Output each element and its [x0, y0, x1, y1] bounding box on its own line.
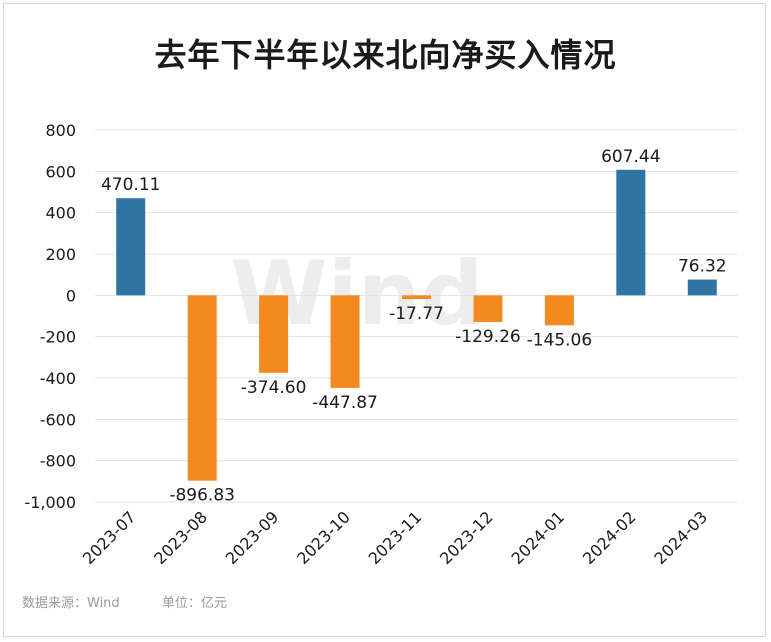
- x-tick-label: 2024-03: [650, 507, 711, 568]
- y-tick-label: -1,000: [24, 493, 76, 512]
- bar: [687, 279, 717, 296]
- data-label: -17.77: [389, 304, 444, 324]
- bar: [116, 198, 146, 296]
- bar: [544, 295, 574, 326]
- data-label: 76.32: [678, 257, 727, 277]
- x-tick-label: 2023-09: [222, 507, 283, 568]
- bar: [402, 295, 431, 300]
- bar: [187, 295, 217, 481]
- footer: 数据来源：Wind 单位：亿元: [22, 592, 227, 611]
- y-tick-label: -400: [40, 369, 76, 388]
- y-tick-label: 400: [45, 204, 76, 223]
- data-label: 470.11: [101, 175, 160, 195]
- y-tick-label: -800: [40, 452, 76, 471]
- y-tick-label: 0: [66, 286, 76, 305]
- y-tick-label: 200: [45, 245, 76, 264]
- bar: [473, 295, 503, 323]
- chart-frame: [3, 3, 766, 637]
- data-label: 607.44: [601, 147, 660, 167]
- y-tick-label: 800: [45, 121, 76, 140]
- y-tick-label: -600: [40, 410, 76, 429]
- data-label: -145.06: [527, 330, 593, 350]
- x-tick-label: 2024-02: [579, 507, 640, 568]
- x-tick-label: 2023-10: [293, 507, 354, 568]
- chart-title: 去年下半年以来北向净买入情况: [154, 36, 617, 74]
- y-tick-label: -200: [40, 328, 76, 347]
- x-tick-label: 2023-08: [150, 507, 211, 568]
- source-note: 数据来源：Wind: [22, 596, 120, 611]
- x-tick-label: 2024-01: [508, 507, 569, 568]
- y-tick-label: 600: [45, 162, 76, 181]
- bar: [616, 169, 646, 296]
- data-label: -896.83: [169, 486, 235, 506]
- bar: [330, 295, 360, 388]
- x-tick-label: 2023-12: [436, 507, 497, 568]
- x-tick-label: 2023-11: [365, 507, 426, 568]
- data-label: -129.26: [455, 327, 521, 347]
- unit-note: 单位：亿元: [161, 596, 227, 611]
- data-label: -447.87: [312, 393, 378, 413]
- data-label: -374.60: [241, 378, 307, 398]
- bar: [259, 295, 289, 373]
- x-tick-label: 2023-07: [79, 507, 140, 568]
